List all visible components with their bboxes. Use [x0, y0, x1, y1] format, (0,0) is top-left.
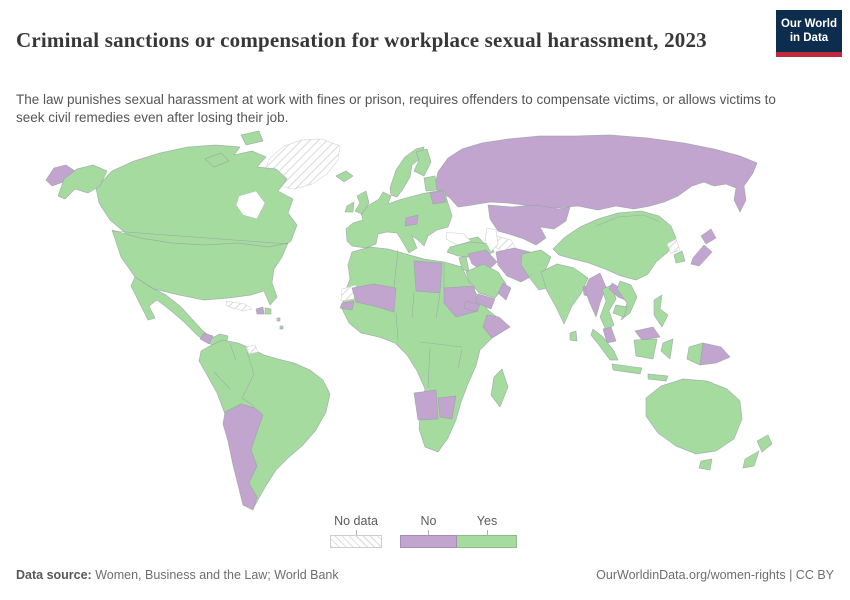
legend-tick: [356, 530, 357, 535]
legend-tick: [428, 530, 429, 535]
region-botswana[interactable]: [437, 395, 457, 420]
region-senegal[interactable]: [339, 300, 355, 311]
region-papua-new-guinea[interactable]: [699, 342, 731, 366]
region-japan[interactable]: [690, 244, 713, 267]
region-malaysia[interactable]: [634, 326, 661, 341]
region-ireland[interactable]: [344, 201, 355, 213]
region-namibia[interactable]: [413, 389, 439, 421]
region-indonesia[interactable]: [590, 328, 619, 361]
region-indonesia[interactable]: [647, 373, 669, 382]
region-europe[interactable]: [345, 189, 453, 254]
region-dominican-republic[interactable]: [264, 307, 272, 315]
hudson-bay: [235, 190, 266, 220]
region-lesser-antilles[interactable]: [276, 317, 284, 330]
region-kazakhstan-central-asia[interactable]: [487, 204, 571, 246]
legend-swatch-no-data[interactable]: [330, 535, 382, 548]
region-new-zealand[interactable]: [756, 434, 773, 453]
region-philippines[interactable]: [653, 294, 669, 328]
region-eritrea[interactable]: [463, 300, 481, 313]
region-mauritania-mali[interactable]: [351, 283, 397, 313]
region-scandinavia[interactable]: [389, 146, 425, 198]
owid-citation-link[interactable]: OurWorldinData.org/women-rights | CC BY: [596, 568, 834, 582]
region-finland[interactable]: [413, 148, 432, 177]
region-somalia[interactable]: [482, 314, 511, 339]
data-source: Data source: Women, Business and the Law…: [16, 567, 339, 583]
owid-logo[interactable]: Our World in Data: [776, 10, 842, 57]
region-usa[interactable]: [111, 229, 289, 306]
region-iraq-syria[interactable]: [467, 249, 498, 273]
region-russia[interactable]: [433, 134, 758, 213]
region-baltics[interactable]: [423, 175, 438, 192]
border-us-canada: [112, 230, 289, 245]
region-haiti[interactable]: [255, 306, 265, 315]
legend-tick: [487, 530, 488, 535]
region-arctic-islands[interactable]: [240, 130, 264, 146]
owid-logo-accent-bar: [776, 51, 842, 57]
owid-logo-line2: in Data: [789, 32, 829, 45]
region-cuba[interactable]: [225, 300, 253, 312]
region-indonesia[interactable]: [633, 338, 658, 360]
caspian-sea: [484, 227, 499, 253]
region-oman[interactable]: [497, 282, 512, 301]
border-africa-internal: [393, 249, 463, 389]
region-arctic-islands[interactable]: [204, 152, 230, 168]
chart-subtitle: The law punishes sexual harassment at wo…: [16, 91, 776, 126]
border-mongolia: [595, 214, 661, 227]
owid-logo-line1: Our World: [780, 18, 837, 30]
chart-footer: Data source: Women, Business and the Law…: [16, 567, 834, 583]
region-india[interactable]: [540, 263, 589, 325]
region-libya[interactable]: [413, 260, 443, 294]
legend-label-no: No: [420, 514, 437, 528]
chart-title: Criminal sanctions or compensation for w…: [16, 28, 707, 53]
region-south-korea[interactable]: [673, 250, 686, 264]
region-australia[interactable]: [645, 378, 743, 455]
region-south-america[interactable]: [198, 339, 331, 510]
region-belarus[interactable]: [429, 190, 447, 205]
region-united-kingdom[interactable]: [354, 190, 370, 215]
region-vietnam[interactable]: [616, 280, 638, 321]
region-indonesia[interactable]: [611, 363, 643, 375]
region-malaysia[interactable]: [602, 326, 617, 344]
region-guatemala[interactable]: [199, 332, 214, 345]
region-madagascar[interactable]: [490, 368, 509, 408]
region-tasmania[interactable]: [698, 458, 713, 471]
legend-swatch-yes[interactable]: [457, 535, 517, 548]
region-iceland[interactable]: [335, 170, 354, 183]
legend-label-no-data: No data: [334, 514, 378, 528]
legend-label-yes: Yes: [476, 514, 498, 528]
region-new-zealand[interactable]: [742, 450, 760, 469]
data-source-label: Data source:: [16, 568, 92, 582]
region-china-mongolia[interactable]: [552, 210, 677, 281]
map-legend: No data No Yes: [330, 514, 530, 550]
legend-swatch-no[interactable]: [400, 535, 457, 548]
region-north-korea[interactable]: [666, 238, 681, 254]
region-japan[interactable]: [700, 228, 717, 245]
border-south-america-internal: [213, 343, 255, 407]
region-sri-lanka[interactable]: [569, 330, 578, 342]
region-cambodia[interactable]: [612, 304, 628, 318]
region-hungary[interactable]: [404, 214, 419, 227]
black-sea: [445, 231, 472, 246]
region-myanmar[interactable]: [584, 272, 607, 318]
region-argentina-chile[interactable]: [222, 403, 264, 511]
region-alaska[interactable]: [57, 164, 108, 200]
region-guiana[interactable]: [245, 344, 259, 355]
data-source-text: Women, Business and the Law; World Bank: [95, 568, 339, 582]
region-indonesia[interactable]: [660, 338, 674, 360]
